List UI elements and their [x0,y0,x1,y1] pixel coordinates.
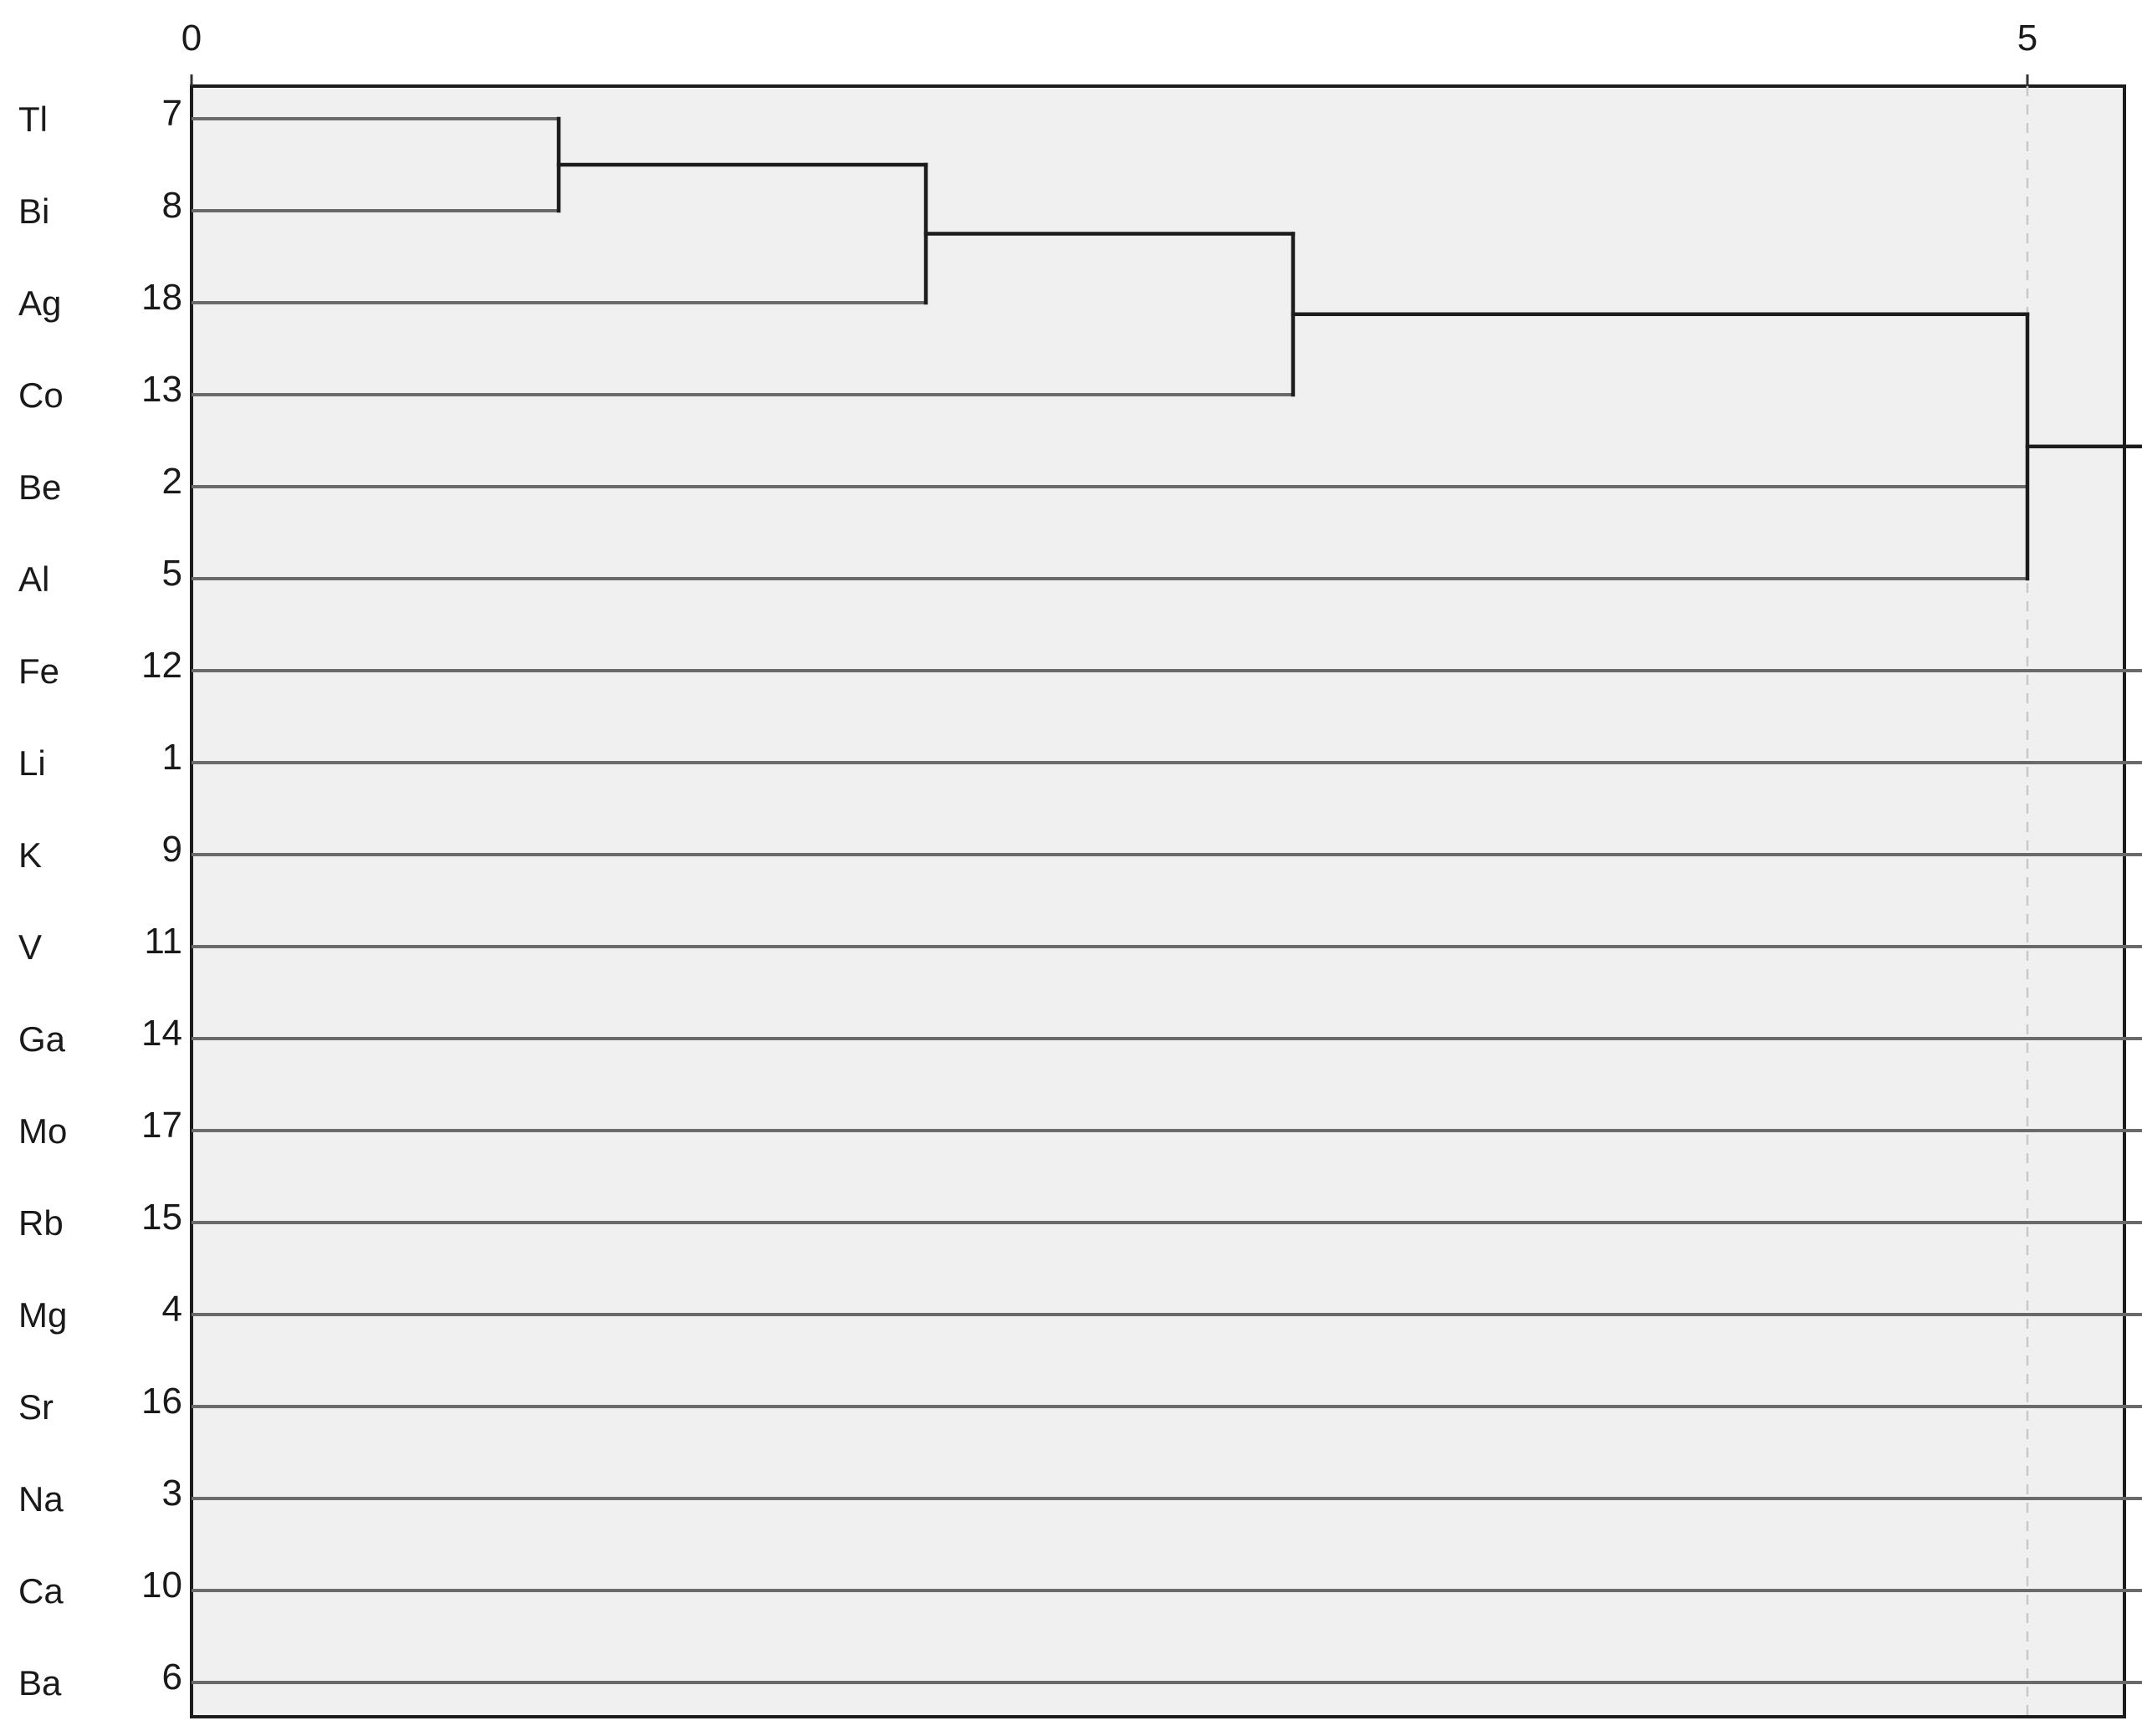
case-number: 7 [162,93,182,134]
case-number: 8 [162,185,182,226]
case-label: Fe [18,651,59,691]
case-label: Al [18,559,49,599]
case-number: 6 [162,1657,182,1698]
case-label: K [18,835,42,875]
case-number: 9 [162,829,182,870]
case-label: Mo [18,1111,67,1151]
x-axis: 0510152025 [181,18,2037,86]
case-label: Ag [18,283,61,323]
x-tick-label: 0 [181,18,202,59]
x-tick-label: 5 [2017,18,2037,59]
case-label: Ca [18,1571,64,1611]
case-label: Be [18,467,61,507]
case-label: Rb [18,1203,64,1243]
case-label: Li [18,743,46,783]
leaf-lines [192,117,2142,1684]
case-number: 11 [144,921,182,962]
case-number: 4 [162,1289,182,1330]
case-label: Co [18,375,64,415]
case-number: 10 [141,1565,182,1606]
case-number: 15 [141,1197,182,1238]
case-number: 13 [141,369,182,410]
case-label: Sr [18,1387,54,1427]
case-label: Ga [18,1019,66,1059]
case-number: 3 [162,1473,182,1514]
case-number: 16 [141,1381,182,1422]
case-label: Ba [18,1663,62,1703]
case-number: 2 [162,461,182,502]
case-number: 1 [162,737,182,778]
case-number: 12 [141,645,182,686]
case-label: Na [18,1479,64,1519]
case-label: V [18,927,42,967]
case-labels: Tl 7 Bi 8 Ag 18 Co 13 Be 2 Al 5 Fe 12 Li 1 K 9 V 11 Ga 14 Mo 17… [18,93,182,1703]
plot-area [190,84,2126,1718]
cluster-links [556,116,2142,581]
case-number: 17 [141,1105,182,1146]
case-label: Bi [18,191,49,231]
case-label: Mg [18,1295,67,1335]
case-number: 14 [141,1013,182,1054]
grid-lines [2026,86,2029,1717]
case-number: 18 [141,277,182,318]
case-number: 5 [162,553,182,594]
case-label: Tl [18,100,48,139]
